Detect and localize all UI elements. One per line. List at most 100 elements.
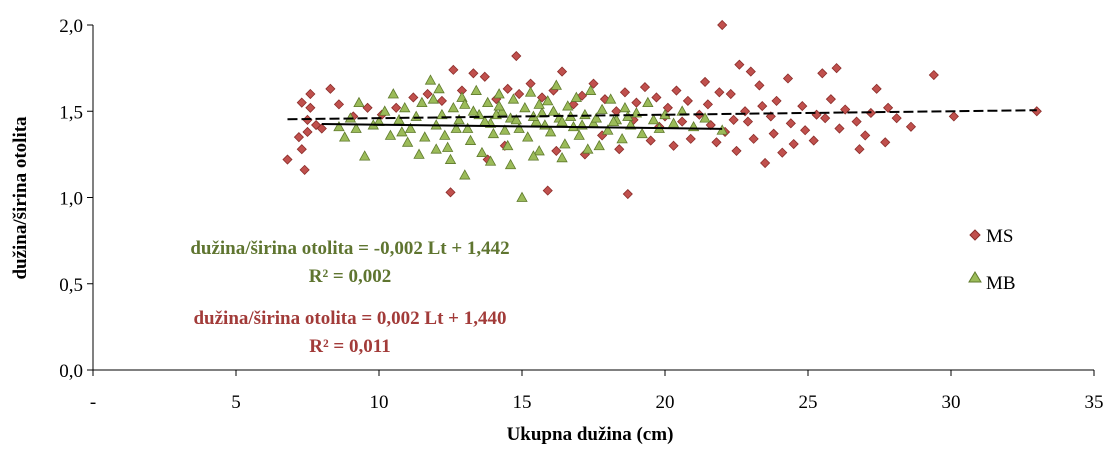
ms-point [734,59,745,70]
mb-point [527,150,540,161]
legend-ms-marker [969,229,981,241]
ms-point [305,102,316,113]
ms-point [811,109,822,120]
y-ticks: 0,0 0,5 1,0 1,5 2,0 [59,16,93,382]
ms-point [871,83,882,94]
mb-point [550,79,562,90]
mb-point [350,122,362,133]
ms-point [668,140,679,151]
ms-point [851,116,862,127]
mb-point [556,152,568,163]
ms-point [631,97,642,108]
ms-point [757,101,768,112]
ms-point [820,113,831,124]
ms-point [714,87,725,98]
ms-point [682,95,693,106]
ms-point [436,95,447,106]
x-tick-label: 25 [799,392,818,413]
ms-point [825,94,836,105]
ms-point [622,188,633,200]
ms-point [785,118,796,129]
mb-point [522,131,534,142]
mb-point [636,127,648,139]
ms-point [293,132,304,143]
ms-point [854,144,865,155]
mb-point [410,110,422,121]
ms-point [639,82,651,93]
ms-point [556,66,568,77]
mb-point [559,138,571,149]
mb-point [547,105,560,116]
mb-point [413,148,425,159]
mb-point [430,143,442,154]
mb-point [396,126,408,137]
mb-point [453,114,465,125]
x-ticks: - 5 10 15 20 25 30 35 [90,370,1104,413]
ms-point [514,88,525,100]
ms-point [282,154,293,165]
ms-point [754,80,765,91]
mb-point [459,169,471,180]
ms-point [782,73,794,84]
ms-point [883,102,894,113]
plot-area: - 5 10 15 20 25 30 35 0,0 0,5 1,0 1,5 2,0 [59,16,1103,413]
mb-point [496,105,508,116]
series-ms-points [282,19,1042,200]
ms-point [834,123,845,134]
ms-point [305,88,316,100]
ms-point [699,76,711,87]
ms-point [302,126,313,138]
ms-point [362,102,373,113]
ms-point [502,83,513,94]
ms-point [748,133,759,144]
ms-point [831,63,842,74]
mb-point [444,153,457,164]
ms-point [479,71,490,82]
mb-point [493,88,505,99]
mb-point [441,141,454,152]
legend-mb-marker [968,271,982,283]
ms-equation: dužina/širina otolita = 0,002 Lt + 1,440 [193,308,506,329]
ms-point [391,102,402,113]
ms-point [760,157,771,169]
mb-point [459,98,471,109]
ms-point [448,64,459,75]
trendline-mb [321,123,723,130]
x-tick-label: 15 [513,392,532,413]
ms-point [702,99,713,110]
x-tick-label: 35 [1085,392,1104,413]
ms-point [296,97,307,108]
mb-point [619,101,631,113]
ms-point [745,66,756,77]
mb-point [607,115,620,126]
mb-point [590,112,603,123]
mb-r-squared: R² = 0,002 [309,266,392,287]
ms-point [468,68,479,79]
mb-point [582,143,594,154]
trendline-ms [287,109,1037,121]
mb-point [699,112,711,123]
mb-point [333,120,345,132]
ms-point [511,50,522,62]
ms-point [800,125,811,136]
mb-point [570,91,583,102]
mb-point [544,126,557,137]
y-tick-label: 2,0 [59,16,83,37]
mb-point [399,101,411,113]
mb-point [593,139,605,151]
legend-ms-label: MS [986,226,1013,247]
mb-point [519,101,531,113]
ms-point [445,187,456,198]
mb-point [647,114,660,125]
ms-point [645,135,656,146]
trendlines [287,109,1037,130]
mb-point [379,105,391,116]
mb-point [476,146,488,158]
mb-point [439,129,451,140]
mb-point [596,103,608,114]
ms-r-squared: R² = 0,011 [309,336,390,357]
mb-point [604,93,617,104]
mb-point [353,96,365,108]
mb-point [493,100,505,111]
ms-point [928,69,939,81]
